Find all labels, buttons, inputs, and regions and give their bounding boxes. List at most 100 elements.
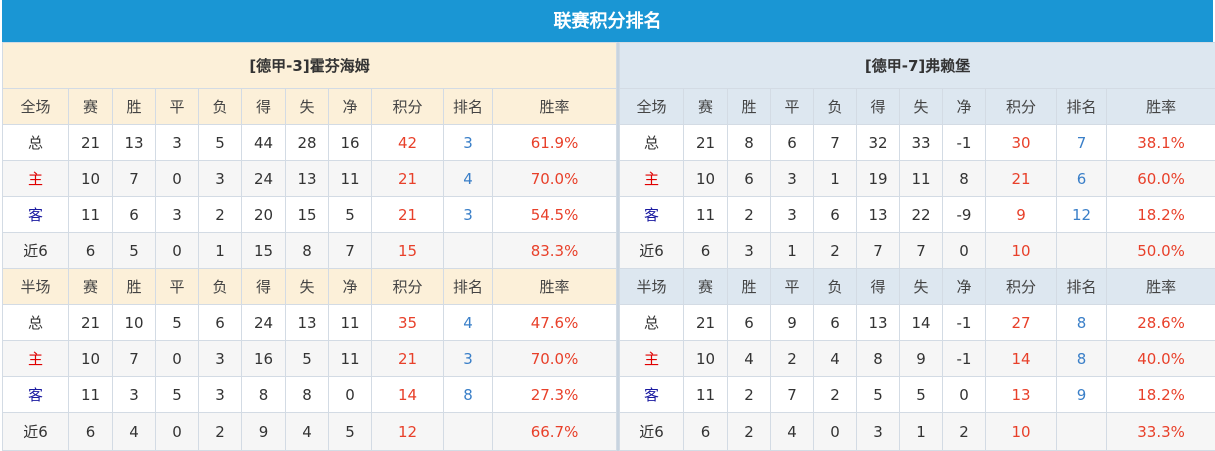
cell-goals-against: 8 bbox=[286, 233, 329, 269]
cell-played: 6 bbox=[69, 413, 113, 451]
cell-played: 6 bbox=[684, 413, 728, 451]
cell-won: 6 bbox=[113, 197, 156, 233]
cell-rank: 12 bbox=[1057, 197, 1107, 233]
cell-drawn: 7 bbox=[771, 377, 814, 413]
cell-rank: 4 bbox=[444, 161, 493, 197]
cell-played: 10 bbox=[69, 161, 113, 197]
cell-label: 主 bbox=[620, 161, 684, 197]
column-header-goals-against: 失 bbox=[900, 269, 943, 305]
full-time-header-row: 全场赛胜平负得失净积分排名胜率 bbox=[620, 89, 1215, 125]
cell-label: 总 bbox=[620, 125, 684, 161]
cell-won: 4 bbox=[113, 413, 156, 451]
cell-label: 总 bbox=[3, 125, 69, 161]
cell-played: 10 bbox=[684, 161, 728, 197]
cell-goal-diff: 2 bbox=[943, 413, 986, 451]
column-header-won: 胜 bbox=[728, 269, 771, 305]
cell-drawn: 2 bbox=[771, 341, 814, 377]
cell-goal-diff: -1 bbox=[943, 125, 986, 161]
cell-win-rate: 66.7% bbox=[493, 413, 617, 451]
column-header-label: 全场 bbox=[3, 89, 69, 125]
cell-goal-diff: 8 bbox=[943, 161, 986, 197]
column-header-goal-diff: 净 bbox=[329, 89, 372, 125]
cell-win-rate: 33.3% bbox=[1107, 413, 1215, 451]
cell-goals-against: 8 bbox=[286, 377, 329, 413]
cell-drawn: 3 bbox=[156, 125, 199, 161]
cell-goal-diff: 0 bbox=[943, 377, 986, 413]
cell-points: 21 bbox=[372, 161, 444, 197]
cell-goal-diff: -1 bbox=[943, 341, 986, 377]
column-header-goals-against: 失 bbox=[900, 89, 943, 125]
column-header-rank: 排名 bbox=[444, 89, 493, 125]
cell-goal-diff: 11 bbox=[329, 305, 372, 341]
cell-goals-for: 19 bbox=[857, 161, 900, 197]
cell-goals-for: 13 bbox=[857, 305, 900, 341]
cell-goals-against: 11 bbox=[900, 161, 943, 197]
cell-win-rate: 60.0% bbox=[1107, 161, 1215, 197]
column-header-win-rate: 胜率 bbox=[1107, 269, 1215, 305]
cell-goals-for: 32 bbox=[857, 125, 900, 161]
cell-rank: 9 bbox=[1057, 377, 1107, 413]
cell-played: 11 bbox=[69, 377, 113, 413]
column-header-goals-for: 得 bbox=[857, 89, 900, 125]
cell-drawn: 9 bbox=[771, 305, 814, 341]
cell-lost: 5 bbox=[199, 125, 242, 161]
cell-played: 11 bbox=[684, 197, 728, 233]
cell-drawn: 3 bbox=[156, 197, 199, 233]
cell-rank: 4 bbox=[444, 305, 493, 341]
cell-goal-diff: 0 bbox=[329, 377, 372, 413]
cell-won: 6 bbox=[728, 305, 771, 341]
cell-points: 27 bbox=[986, 305, 1057, 341]
half-time-header-row: 半场赛胜平负得失净积分排名胜率 bbox=[620, 269, 1215, 305]
cell-points: 35 bbox=[372, 305, 444, 341]
cell-lost: 7 bbox=[814, 125, 857, 161]
column-header-lost: 负 bbox=[814, 89, 857, 125]
cell-goals-against: 4 bbox=[286, 413, 329, 451]
cell-goals-for: 15 bbox=[242, 233, 286, 269]
cell-rank bbox=[1057, 233, 1107, 269]
cell-goals-against: 9 bbox=[900, 341, 943, 377]
cell-drawn: 3 bbox=[771, 161, 814, 197]
column-header-drawn: 平 bbox=[771, 89, 814, 125]
column-header-win-rate: 胜率 bbox=[1107, 89, 1215, 125]
column-header-won: 胜 bbox=[113, 89, 156, 125]
cell-drawn: 0 bbox=[156, 233, 199, 269]
cell-win-rate: 50.0% bbox=[1107, 233, 1215, 269]
column-header-rank: 排名 bbox=[1057, 269, 1107, 305]
cell-goals-for: 8 bbox=[857, 341, 900, 377]
cell-lost: 2 bbox=[814, 233, 857, 269]
cell-goal-diff: 0 bbox=[943, 233, 986, 269]
cell-played: 10 bbox=[684, 341, 728, 377]
cell-label: 主 bbox=[3, 161, 69, 197]
cell-goals-for: 16 bbox=[242, 341, 286, 377]
cell-label: 主 bbox=[3, 341, 69, 377]
cell-goal-diff: -9 bbox=[943, 197, 986, 233]
column-header-rank: 排名 bbox=[444, 269, 493, 305]
column-header-points: 积分 bbox=[372, 89, 444, 125]
column-header-points: 积分 bbox=[372, 269, 444, 305]
column-header-lost: 负 bbox=[199, 89, 242, 125]
cell-drawn: 0 bbox=[156, 161, 199, 197]
cell-lost: 1 bbox=[814, 161, 857, 197]
cell-won: 8 bbox=[728, 125, 771, 161]
cell-goals-for: 24 bbox=[242, 161, 286, 197]
cell-rank: 8 bbox=[1057, 305, 1107, 341]
cell-label: 客 bbox=[3, 377, 69, 413]
cell-win-rate: 27.3% bbox=[493, 377, 617, 413]
cell-drawn: 0 bbox=[156, 341, 199, 377]
cell-win-rate: 61.9% bbox=[493, 125, 617, 161]
cell-drawn: 0 bbox=[156, 413, 199, 451]
half-time-header-row: 半场赛胜平负得失净积分排名胜率 bbox=[3, 269, 617, 305]
cell-goals-against: 14 bbox=[900, 305, 943, 341]
cell-label: 总 bbox=[620, 305, 684, 341]
cell-played: 11 bbox=[684, 377, 728, 413]
cell-points: 10 bbox=[986, 413, 1057, 451]
